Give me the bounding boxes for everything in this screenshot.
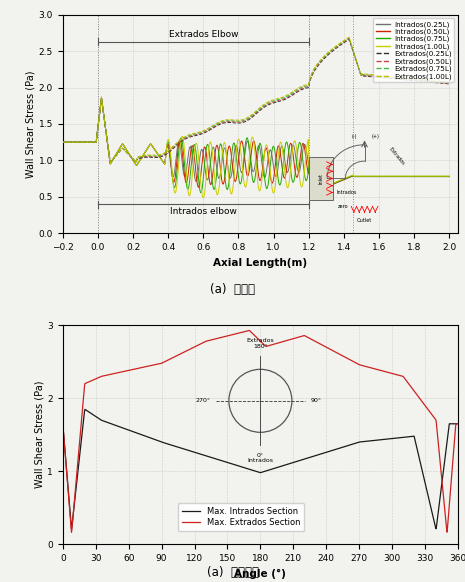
Max. Extrados Section (246, 327, 252, 334)
Line: Max. Intrados Section: Max. Intrados Section (63, 409, 458, 528)
Max. Intrados Section (433, 525, 438, 532)
Max. Intrados Section (60, 420, 66, 427)
Max. Extrados Section (101, 372, 106, 379)
Legend: Max. Intrados Section, Max. Extrados Section: Max. Intrados Section, Max. Extrados Sec… (178, 503, 305, 531)
Max. Extrados Section (60, 420, 66, 427)
X-axis label: Axial Length(m): Axial Length(m) (213, 258, 307, 268)
Max. Extrados Section (455, 420, 461, 427)
X-axis label: Angle (°): Angle (°) (234, 569, 286, 579)
Max. Extrados Section (234, 330, 240, 337)
Text: (a)  축방향: (a) 축방향 (210, 283, 255, 296)
Legend: Intrados(0.25L), Intrados(0.50L), Intrados(0.75L), Intrados(1.00L), Extrados(0.2: Intrados(0.25L), Intrados(0.50L), Intrad… (373, 18, 454, 83)
Max. Intrados Section (369, 437, 374, 444)
Max. Extrados Section (69, 529, 74, 536)
Max. Intrados Section (332, 446, 338, 453)
Max. Intrados Section (234, 462, 240, 469)
Text: (a)  원주방향: (a) 원주방향 (206, 566, 259, 579)
Max. Intrados Section (455, 420, 461, 427)
Max. Intrados Section (101, 417, 106, 424)
Max. Intrados Section (376, 436, 381, 443)
Y-axis label: Wall Shear Stress (Pa): Wall Shear Stress (Pa) (26, 70, 36, 178)
Line: Max. Extrados Section: Max. Extrados Section (63, 331, 458, 533)
Max. Intrados Section (220, 457, 226, 464)
Max. Extrados Section (376, 367, 382, 374)
Max. Intrados Section (82, 406, 88, 413)
Max. Extrados Section (220, 333, 226, 340)
Text: Extrados Elbow: Extrados Elbow (168, 30, 238, 38)
Y-axis label: Wall Shear Stress (Pa): Wall Shear Stress (Pa) (34, 381, 45, 488)
Text: Intrados elbow: Intrados elbow (170, 207, 237, 216)
Max. Extrados Section (369, 364, 375, 371)
Max. Extrados Section (332, 349, 338, 356)
